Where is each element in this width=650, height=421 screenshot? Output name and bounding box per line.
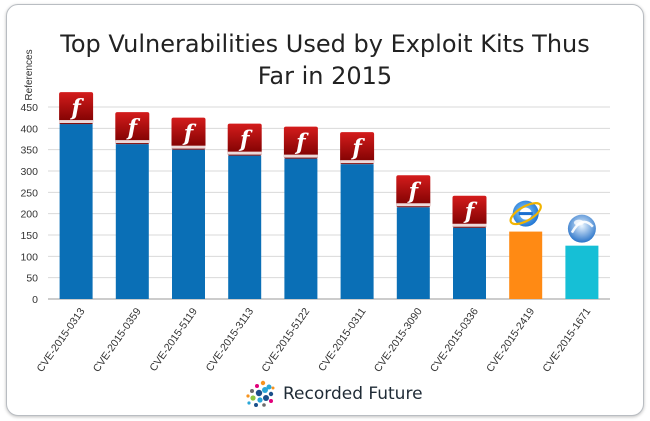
bar	[565, 245, 599, 299]
silverlight-icon	[567, 214, 596, 243]
svg-text:f: f	[238, 127, 253, 153]
recorded-future-dots-icon	[246, 380, 275, 407]
logo-dot	[260, 380, 266, 386]
svg-text:f: f	[463, 199, 478, 225]
flash-icon: f	[227, 123, 262, 156]
logo-dot	[257, 397, 263, 403]
bar	[284, 158, 318, 299]
x-tick-label: CVE-2015-5119	[147, 306, 200, 374]
x-tick-label: CVE-2015-0313	[35, 306, 88, 375]
bar	[59, 124, 93, 299]
x-tick-label: CVE-2015-3113	[204, 306, 257, 374]
y-tick-label: 50	[26, 273, 38, 285]
svg-text:f: f	[69, 95, 84, 121]
svg-text:f: f	[126, 115, 141, 141]
logo-dot	[269, 399, 273, 403]
y-tick-label: 400	[20, 123, 38, 135]
logo-dot	[246, 394, 250, 398]
flash-icon: f	[452, 195, 487, 228]
bar	[340, 164, 374, 299]
logo-dot	[255, 389, 263, 397]
y-tick-label: 150	[20, 230, 38, 242]
y-tick-label: 100	[20, 251, 38, 263]
y-tick-label: 300	[20, 166, 38, 178]
brand-name: Recorded Future	[283, 384, 423, 404]
logo-dot	[250, 389, 254, 393]
x-tick-label: CVE-2015-1671	[540, 306, 593, 375]
x-tick-label: CVE-2015-3090	[372, 306, 425, 375]
bar	[172, 149, 205, 299]
x-tick-label: CVE-2015-0359	[91, 306, 144, 375]
logo-dot	[254, 403, 258, 407]
x-tick-label: CVE-2015-0311	[316, 306, 369, 374]
logo-dot	[266, 384, 272, 390]
bar	[115, 144, 149, 299]
chart-title: Top Vulnerabilities Used by Exploit Kits…	[0, 28, 650, 92]
logo-dot	[255, 384, 259, 388]
logo-dot	[262, 403, 266, 407]
svg-text:f: f	[407, 178, 422, 204]
flash-icon: f	[171, 117, 206, 150]
y-tick-label: 200	[20, 209, 38, 221]
y-tick-label: 450	[20, 102, 38, 114]
svg-text:f: f	[350, 135, 365, 161]
y-tick-label: 0	[32, 294, 38, 306]
product-icons: f f f f f f f f	[59, 92, 596, 243]
y-axis: 0 50 100 150 200 250 300 350 400 450	[20, 102, 38, 306]
logo-dot	[263, 395, 269, 401]
chart-title-line-1: Top Vulnerabilities Used by Exploit Kits…	[60, 30, 590, 58]
y-tick-label: 250	[20, 187, 38, 199]
flash-icon: f	[283, 126, 318, 159]
x-axis-labels: CVE-2015-0313 CVE-2015-0359 CVE-2015-5119 C…	[35, 306, 594, 375]
logo-dot	[268, 391, 274, 397]
flash-icon: f	[59, 92, 94, 125]
flash-icon: f	[115, 112, 150, 145]
recorded-future-logo: Recorded Future	[243, 378, 423, 410]
internet-explorer-icon	[509, 200, 542, 227]
y-tick-label: 350	[20, 145, 38, 157]
flash-icon: f	[340, 132, 375, 165]
x-tick-label: CVE-2015-2419	[484, 306, 537, 375]
svg-text:f: f	[182, 121, 197, 147]
x-tick-label: CVE-2015-0336	[428, 306, 481, 375]
logo-dot	[250, 395, 256, 401]
bars	[59, 124, 599, 299]
bar	[453, 227, 486, 299]
logo-dot	[247, 401, 251, 405]
bar	[509, 231, 543, 299]
bar	[228, 155, 262, 299]
logo-dot	[262, 387, 268, 393]
flash-icon: f	[396, 175, 431, 208]
bar	[396, 207, 430, 299]
chart-title-line-2: Far in 2015	[257, 62, 393, 90]
logo-dot	[271, 386, 275, 390]
x-tick-label: CVE-2015-5122	[259, 306, 312, 375]
y-axis-label: References	[24, 49, 35, 100]
svg-text:f: f	[294, 130, 309, 156]
